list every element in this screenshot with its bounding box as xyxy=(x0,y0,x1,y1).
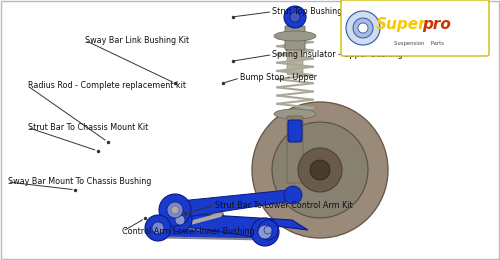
Text: Super: Super xyxy=(376,17,426,32)
FancyBboxPatch shape xyxy=(341,0,489,56)
Circle shape xyxy=(175,215,185,225)
Circle shape xyxy=(264,226,272,234)
Circle shape xyxy=(310,160,330,180)
Polygon shape xyxy=(287,120,338,190)
Text: Sway Bar Mount To Chassis Bushing: Sway Bar Mount To Chassis Bushing xyxy=(8,178,151,186)
Text: Bump Stop - Upper: Bump Stop - Upper xyxy=(240,74,317,82)
Circle shape xyxy=(272,122,368,218)
Text: Radius Rod - Complete replacement kit: Radius Rod - Complete replacement kit xyxy=(28,81,186,90)
Polygon shape xyxy=(177,213,308,238)
Circle shape xyxy=(171,206,179,214)
Text: Strut Top Bushing: Strut Top Bushing xyxy=(272,7,343,16)
Text: pro: pro xyxy=(422,17,452,32)
Circle shape xyxy=(346,11,380,45)
Circle shape xyxy=(168,208,192,232)
Text: Suspension    Parts: Suspension Parts xyxy=(394,42,444,47)
Text: Sway Bar Link Bushing Kit: Sway Bar Link Bushing Kit xyxy=(85,36,189,45)
Ellipse shape xyxy=(274,109,316,119)
Circle shape xyxy=(159,194,191,226)
Text: Control Arm Lower-Inner Bushing: Control Arm Lower-Inner Bushing xyxy=(122,227,255,236)
Circle shape xyxy=(167,202,183,218)
Circle shape xyxy=(258,225,272,239)
Circle shape xyxy=(252,102,388,238)
FancyBboxPatch shape xyxy=(285,26,305,50)
Circle shape xyxy=(145,215,171,241)
Text: Spring Insulator - Upper Bushing: Spring Insulator - Upper Bushing xyxy=(272,50,403,59)
Text: Strut Bar To Chassis Mount Kit: Strut Bar To Chassis Mount Kit xyxy=(28,123,148,132)
Circle shape xyxy=(353,18,373,38)
FancyBboxPatch shape xyxy=(287,41,303,75)
Polygon shape xyxy=(170,190,298,218)
Circle shape xyxy=(284,186,302,204)
Text: Strut Bar To Lower Control Arm Kit: Strut Bar To Lower Control Arm Kit xyxy=(215,201,352,210)
Circle shape xyxy=(258,220,278,240)
FancyBboxPatch shape xyxy=(287,116,303,183)
Circle shape xyxy=(251,218,279,246)
Circle shape xyxy=(290,12,300,22)
Circle shape xyxy=(284,6,306,28)
Circle shape xyxy=(358,23,368,33)
Ellipse shape xyxy=(274,31,316,41)
Circle shape xyxy=(152,222,164,234)
FancyBboxPatch shape xyxy=(288,120,302,142)
Circle shape xyxy=(298,148,342,192)
